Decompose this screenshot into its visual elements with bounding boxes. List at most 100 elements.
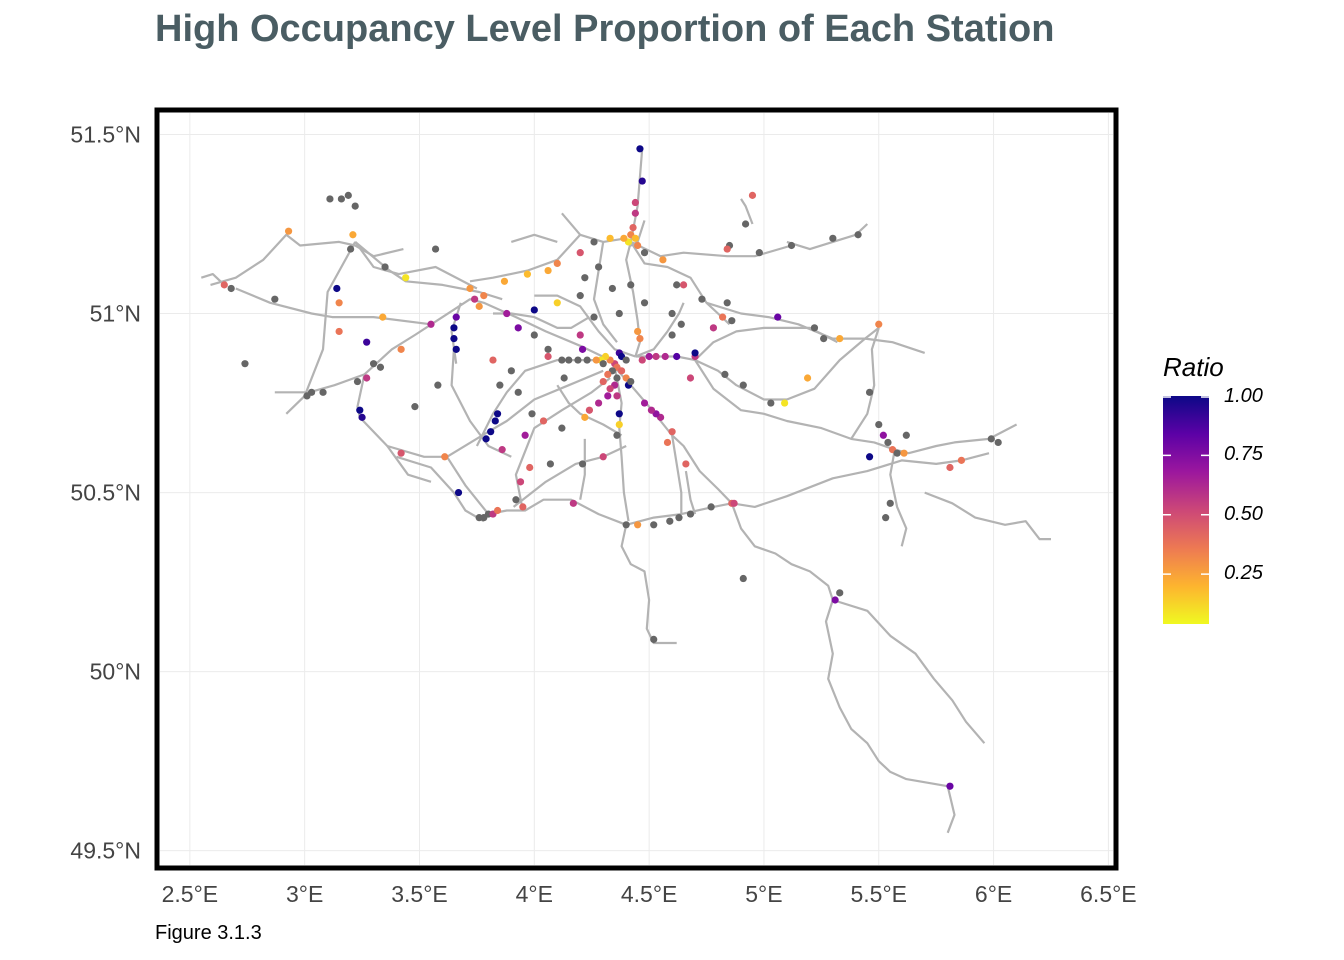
- station-point-70: [627, 377, 635, 386]
- station-point-165: [730, 499, 738, 507]
- y-tick-label-3: 51°N: [90, 301, 141, 327]
- station-point-42: [721, 370, 729, 379]
- station-point-185: [875, 420, 883, 429]
- station-point-37: [836, 335, 844, 343]
- legend-title: Ratio: [1163, 352, 1224, 382]
- station-point-152: [613, 431, 621, 439]
- rail-line-3: [354, 241, 503, 301]
- station-point-102: [349, 231, 357, 239]
- station-point-49: [645, 352, 653, 361]
- station-point-85: [530, 331, 538, 339]
- station-point-174: [650, 635, 658, 644]
- station-point-135: [526, 463, 534, 472]
- station-point-91: [450, 324, 458, 332]
- station-point-97: [363, 338, 371, 346]
- station-point-104: [344, 191, 352, 199]
- station-point-138: [487, 428, 495, 436]
- rail-line-13: [450, 302, 462, 364]
- rail-line-42: [510, 233, 558, 243]
- station-points: [220, 145, 1002, 790]
- station-point-120: [303, 392, 311, 400]
- station-point-0: [636, 145, 644, 153]
- station-point-2: [631, 198, 639, 207]
- station-point-35: [774, 313, 782, 321]
- station-point-108: [402, 274, 410, 282]
- station-point-141: [521, 431, 529, 439]
- station-point-47: [661, 352, 669, 361]
- station-point-172: [640, 399, 649, 407]
- station-point-82: [530, 306, 538, 314]
- station-point-65: [617, 367, 626, 375]
- station-point-181: [893, 449, 901, 457]
- station-point-81: [553, 299, 561, 307]
- station-point-201: [668, 309, 676, 318]
- station-point-12: [576, 249, 584, 257]
- grid: [160, 113, 1113, 865]
- station-point-193: [576, 292, 584, 300]
- station-point-22: [741, 220, 750, 228]
- station-point-45: [691, 349, 699, 357]
- station-point-159: [650, 521, 658, 529]
- station-point-44: [686, 374, 695, 382]
- station-point-184: [902, 431, 910, 439]
- station-point-83: [503, 309, 511, 318]
- station-point-195: [595, 263, 603, 271]
- station-point-14: [544, 266, 552, 275]
- station-point-199: [627, 281, 635, 289]
- station-point-26: [787, 241, 796, 250]
- rail-line-2: [285, 241, 357, 415]
- rail-line-37: [684, 470, 697, 515]
- station-point-1: [638, 177, 646, 185]
- station-point-15: [523, 270, 532, 278]
- rail-line-38: [671, 435, 683, 515]
- station-point-133: [512, 496, 520, 504]
- rail-line-10: [514, 377, 611, 511]
- station-point-167: [663, 438, 672, 447]
- station-point-17: [480, 292, 488, 300]
- station-point-89: [489, 356, 497, 364]
- rail-line-9: [512, 445, 627, 508]
- station-point-52: [677, 320, 685, 328]
- station-point-198: [640, 299, 649, 307]
- rail-line-31: [889, 449, 908, 547]
- station-point-183: [865, 453, 874, 461]
- station-point-163: [707, 503, 715, 511]
- station-point-86: [544, 345, 552, 353]
- chart-title: High Occupancy Level Proportion of Each …: [155, 8, 1055, 50]
- station-point-117: [369, 360, 378, 368]
- station-point-149: [613, 392, 621, 400]
- station-point-137: [482, 435, 490, 443]
- legend-colorbar: [1163, 396, 1209, 624]
- station-point-136: [498, 446, 506, 454]
- station-point-190: [994, 438, 1002, 447]
- station-point-151: [615, 420, 623, 429]
- rail-line-27: [613, 366, 630, 522]
- rail-line-8: [396, 455, 485, 523]
- rail-line-4: [354, 241, 478, 290]
- station-point-179: [884, 438, 892, 447]
- station-point-66: [604, 370, 612, 379]
- x-tick-label-4: 4.5°E: [621, 881, 678, 907]
- station-point-171: [647, 406, 656, 414]
- station-point-166: [682, 460, 690, 468]
- station-point-9: [620, 234, 628, 242]
- rail-line-11: [475, 359, 604, 447]
- station-point-205: [810, 324, 819, 332]
- station-point-113: [271, 295, 279, 303]
- station-point-192: [882, 514, 890, 522]
- station-point-115: [363, 374, 371, 382]
- station-point-50: [638, 356, 646, 364]
- station-point-134: [516, 478, 525, 486]
- station-point-105: [337, 195, 346, 203]
- station-point-186: [865, 388, 874, 396]
- rail-line-44: [740, 198, 754, 225]
- rail-line-41: [200, 273, 226, 286]
- station-point-114: [353, 377, 362, 386]
- station-point-118: [319, 388, 327, 396]
- station-point-79: [576, 331, 584, 339]
- rail-line-17: [629, 241, 731, 326]
- station-point-93: [452, 345, 460, 353]
- station-point-4: [629, 223, 637, 232]
- station-point-16: [500, 277, 509, 285]
